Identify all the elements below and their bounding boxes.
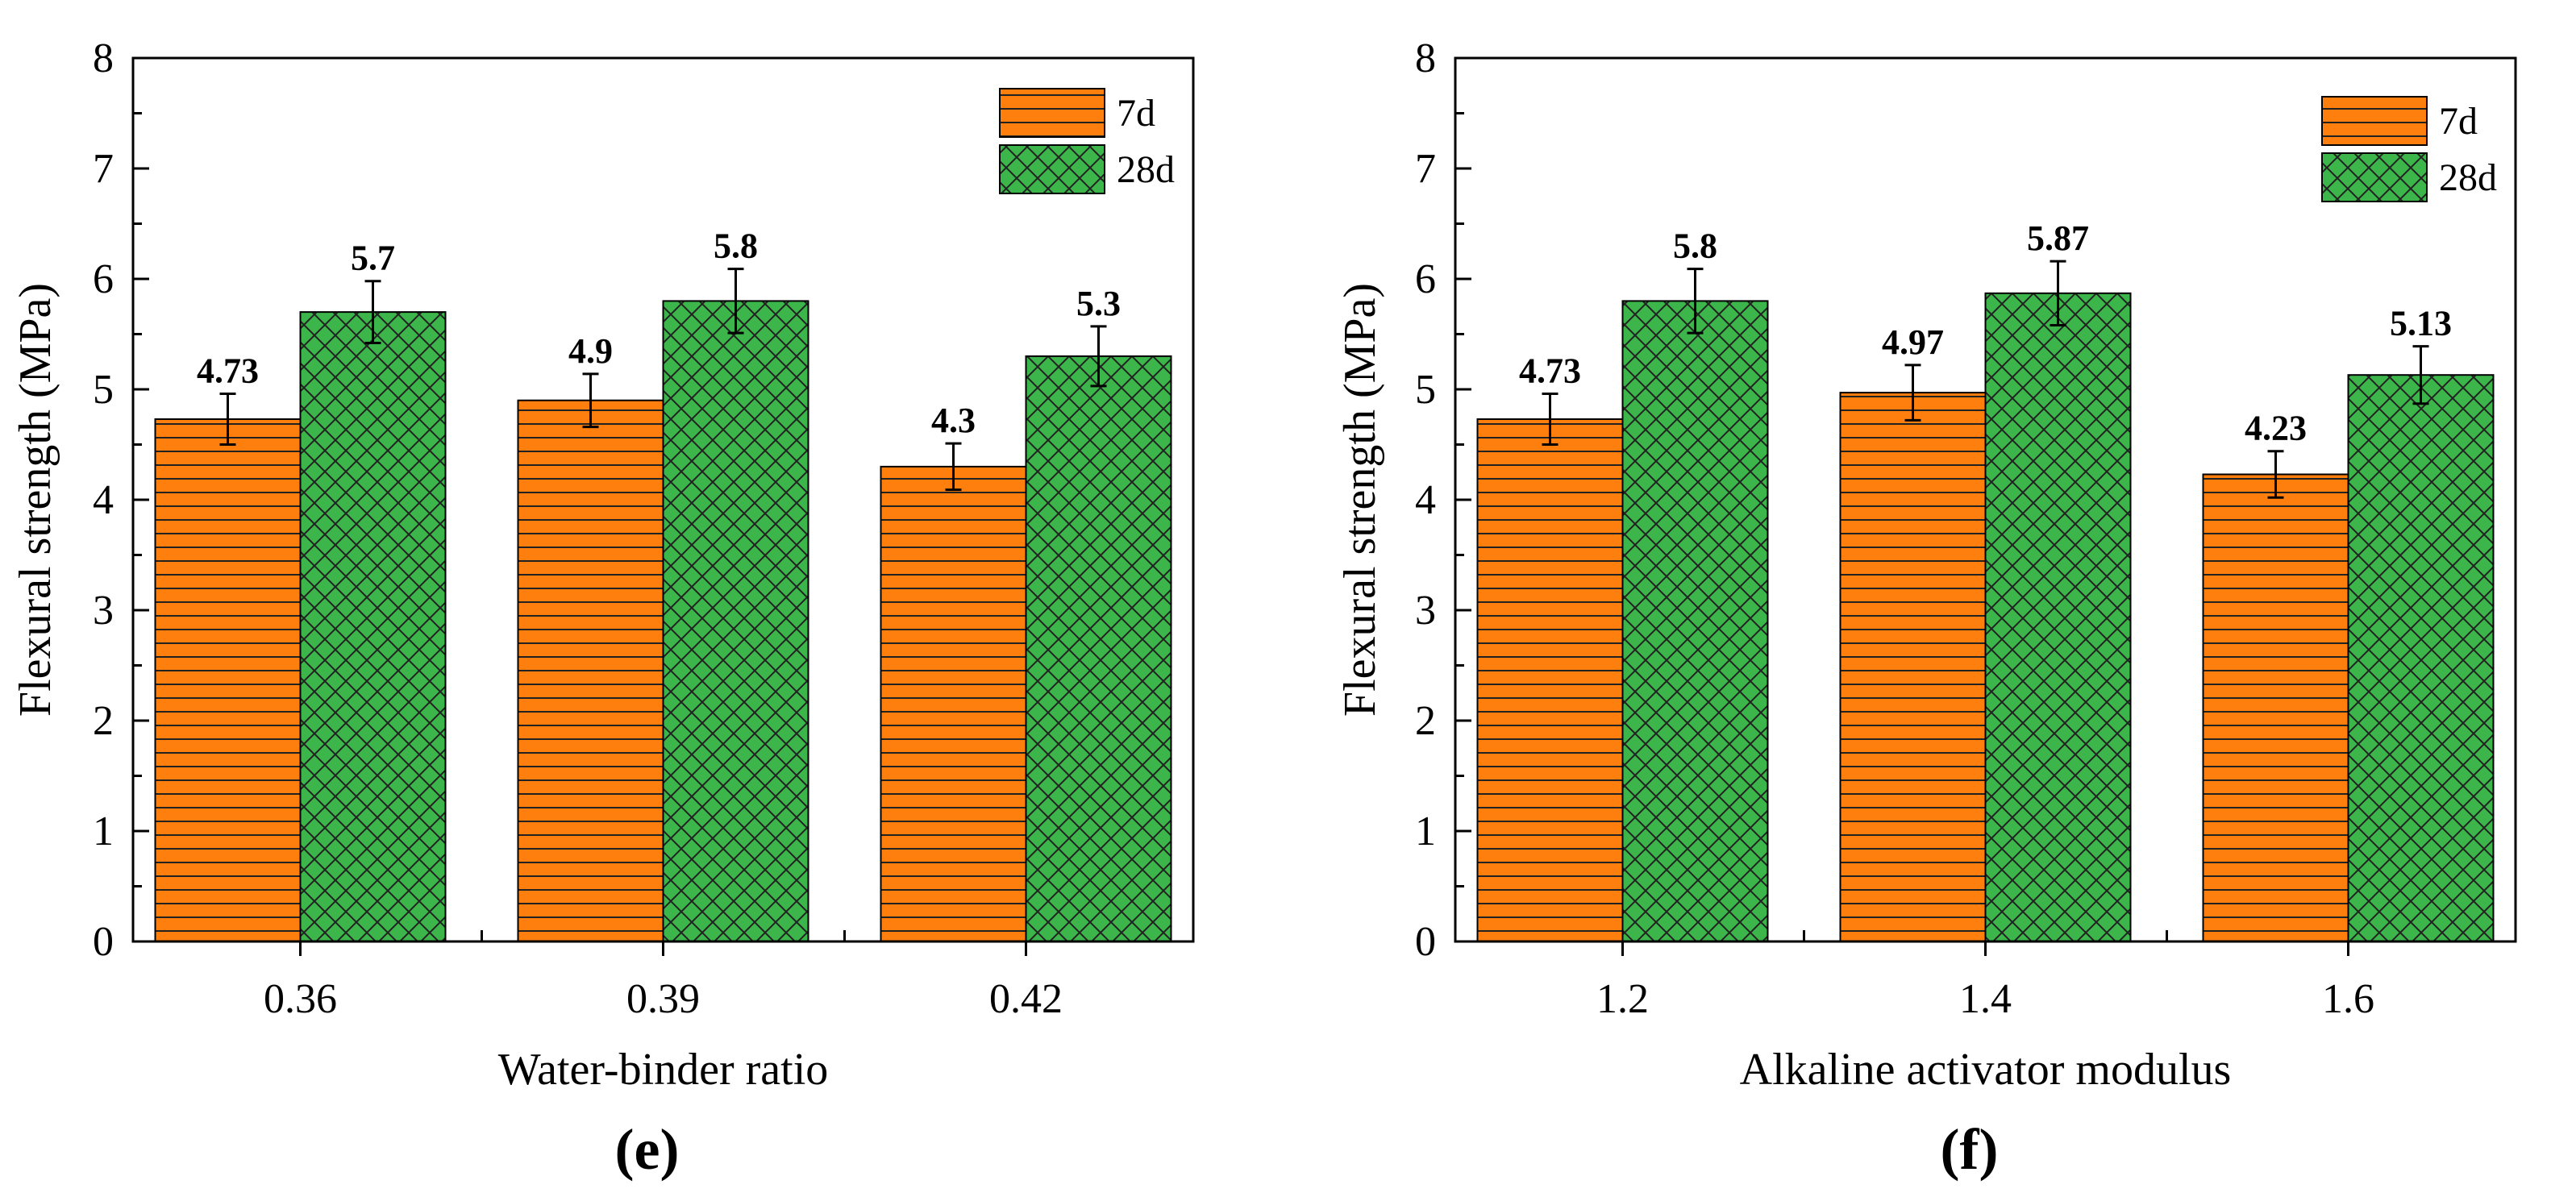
legend-label-28d: 28d (2439, 156, 2497, 199)
x-tick-label: 1.2 (1596, 976, 1649, 1022)
data-label: 5.3 (1076, 284, 1121, 323)
y-tick-label: 0 (1415, 919, 1436, 965)
data-label: 5.8 (1673, 227, 1717, 266)
y-axis-title: Flexural strength (MPa) (10, 283, 60, 717)
data-label: 4.73 (197, 351, 259, 390)
y-axis-title: Flexural strength (MPa) (1335, 283, 1385, 717)
data-label: 4.9 (568, 331, 613, 371)
y-tick-label: 0 (93, 919, 114, 965)
bar-28d-1.6 (2347, 374, 2495, 942)
bar-7d-1.2 (1476, 418, 1624, 942)
legend-swatch-28d (2321, 152, 2428, 202)
y-tick-label: 7 (1415, 146, 1436, 192)
bar-28d-1.4 (1984, 292, 2132, 942)
data-label: 4.3 (931, 401, 976, 440)
bar-7d-1.6 (2202, 473, 2349, 942)
y-tick-label: 2 (93, 698, 114, 744)
bar-28d-0.39 (662, 300, 809, 942)
bar-28d-1.2 (1621, 300, 1769, 942)
bar-7d-0.36 (154, 418, 302, 942)
legend-label-7d: 7d (1117, 92, 1155, 135)
error-bar-28d-0.36 (364, 280, 381, 344)
data-label: 4.73 (1519, 351, 1581, 390)
data-label: 5.7 (351, 239, 395, 278)
error-bar-28d-0.42 (1090, 325, 1107, 388)
y-tick-label: 5 (93, 367, 114, 413)
error-bar-28d-0.39 (727, 268, 744, 335)
y-tick-label: 8 (93, 35, 114, 81)
panel-label: (e) (615, 1117, 680, 1182)
y-tick-label: 2 (1415, 698, 1436, 744)
panel-label: (f) (1941, 1117, 1999, 1182)
x-tick-label: 0.39 (626, 976, 700, 1022)
y-tick-label: 6 (93, 256, 114, 302)
x-tick-label: 1.4 (1959, 976, 2012, 1022)
legend-label-7d: 7d (2439, 100, 2478, 143)
data-label: 5.8 (714, 227, 758, 266)
error-bar-7d-1.2 (1542, 392, 1559, 446)
chart-panel-f: 4.73 5.8 1.2 4.97 5.87 1.4 4.23 5.13 1.6 0 1 2 3 4 5 6 7… (1335, 35, 2517, 1182)
legend-label-28d: 28d (1117, 148, 1175, 191)
y-tick-label: 6 (1415, 256, 1436, 302)
legend-swatch-7d (999, 88, 1105, 138)
bar-28d-0.42 (1025, 355, 1172, 942)
x-axis-title: Water-binder ratio (498, 1045, 829, 1095)
y-tick-label: 3 (93, 588, 114, 634)
x-tick-label: 0.36 (264, 976, 337, 1022)
chart-panel-e: 4.73 5.7 0.36 4.9 5.8 0.39 4.3 5.3 0.42 0 1 2 3 4 5 6 7 8… (10, 35, 1195, 1182)
bar-7d-0.39 (517, 399, 664, 942)
data-label: 5.87 (2027, 218, 2089, 258)
x-tick-label: 1.6 (2322, 976, 2374, 1022)
y-tick-label: 4 (93, 477, 114, 523)
bar-7d-1.4 (1839, 392, 1987, 942)
x-axis-title: Alkaline activator modulus (1740, 1045, 2232, 1095)
x-tick-label: 0.42 (989, 976, 1063, 1022)
data-label: 5.13 (2390, 304, 2452, 343)
legend-swatch-7d (2321, 96, 2428, 146)
y-tick-label: 5 (1415, 367, 1436, 413)
y-tick-label: 4 (1415, 477, 1436, 523)
error-bar-7d-0.39 (582, 372, 599, 429)
y-tick-label: 3 (1415, 588, 1436, 634)
error-bar-28d-1.2 (1687, 268, 1704, 335)
y-tick-label: 7 (93, 146, 114, 192)
error-bar-7d-0.36 (219, 392, 236, 446)
bar-28d-0.36 (299, 311, 447, 943)
error-bar-7d-0.42 (945, 442, 962, 492)
bar-7d-0.42 (880, 465, 1027, 942)
y-tick-label: 8 (1415, 35, 1436, 81)
error-bar-28d-1.4 (2050, 260, 2066, 327)
y-tick-label: 1 (93, 808, 114, 854)
error-bar-28d-1.6 (2412, 345, 2429, 405)
error-bar-7d-1.6 (2267, 450, 2284, 499)
y-tick-label: 1 (1415, 808, 1436, 854)
data-label: 4.23 (2245, 409, 2307, 448)
legend-swatch-28d (999, 144, 1105, 194)
error-bar-7d-1.4 (1904, 364, 1921, 422)
data-label: 4.97 (1882, 322, 1944, 362)
